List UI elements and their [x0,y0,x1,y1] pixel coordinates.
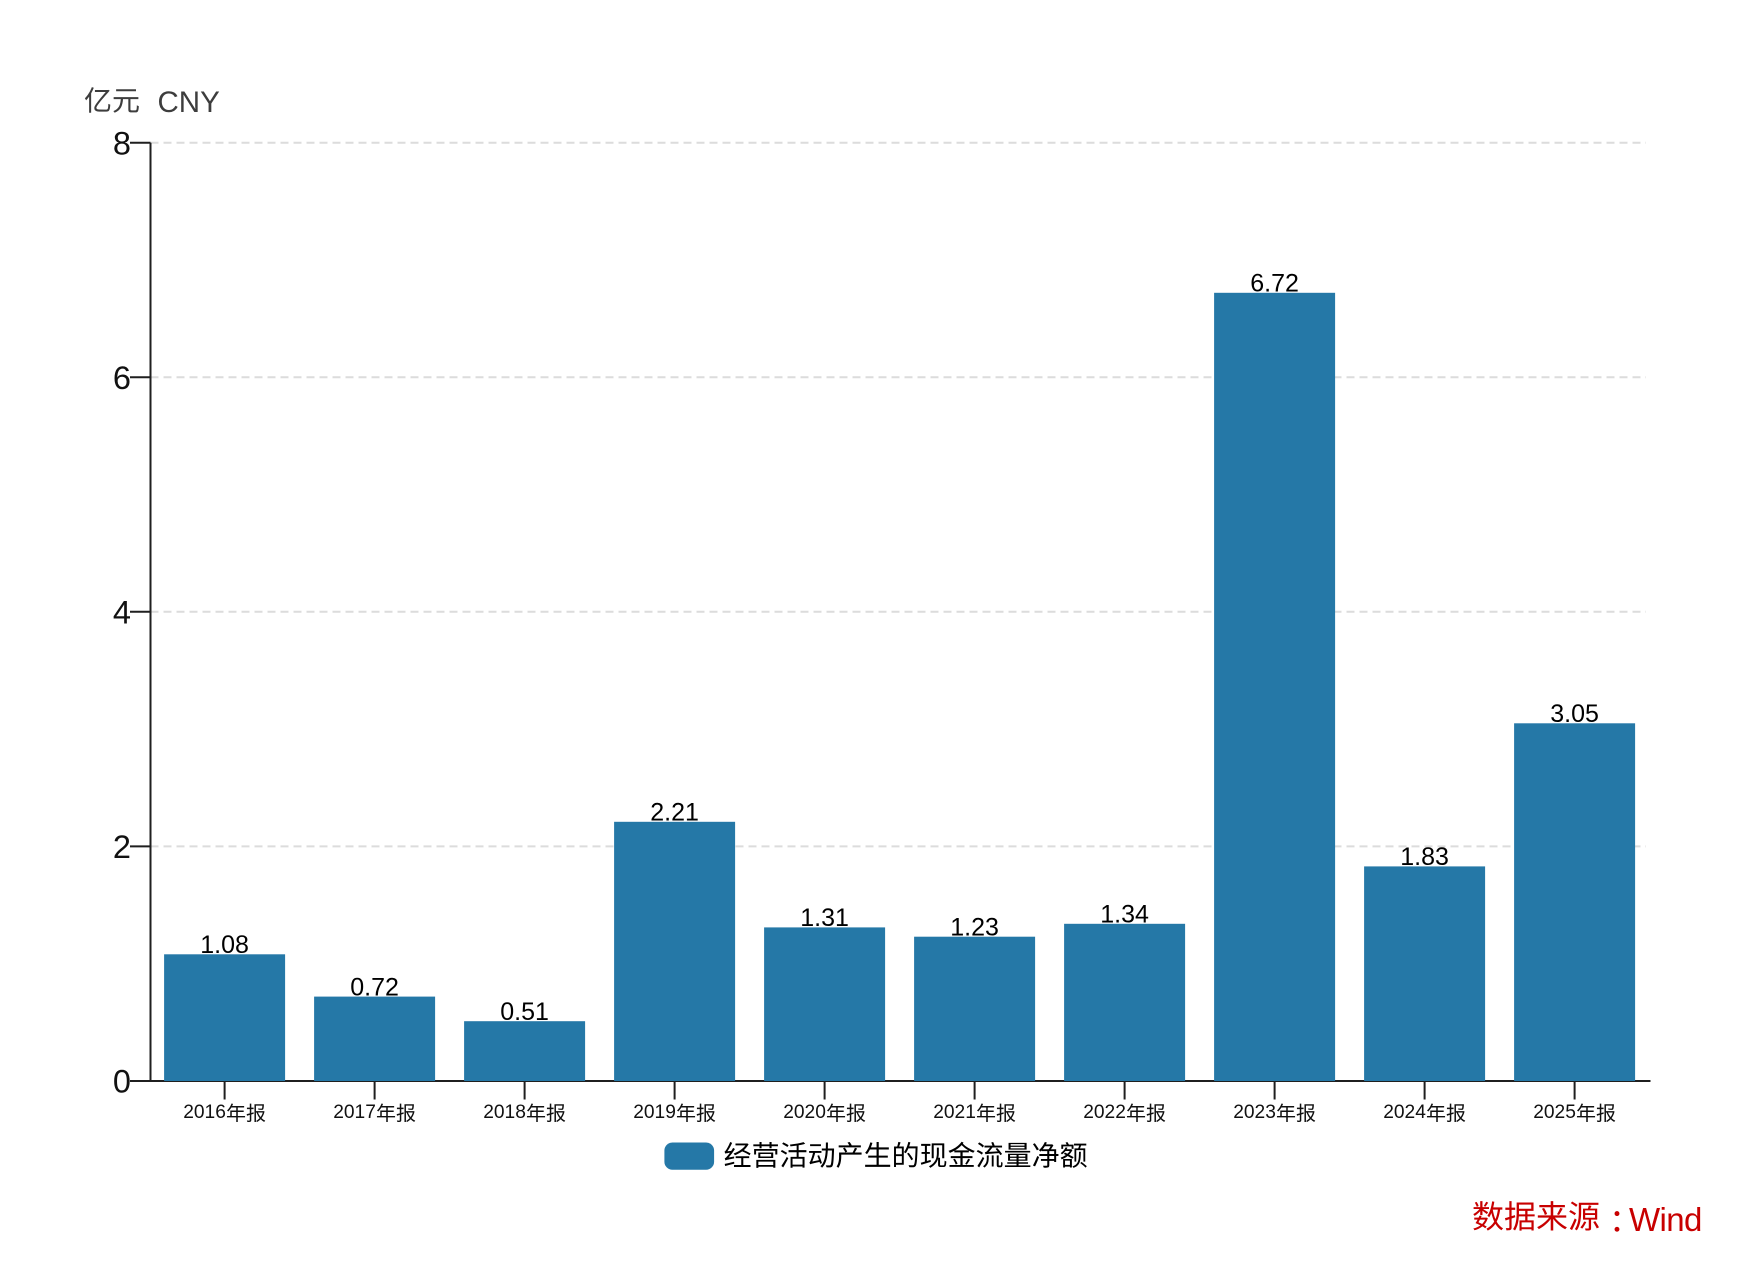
svg-text:2016: 2016 [183,1102,226,1123]
svg-text:2017: 2017 [333,1102,376,1123]
svg-text:1.08: 1.08 [200,931,249,959]
svg-text:8: 8 [113,125,131,161]
svg-text:2018: 2018 [483,1102,526,1123]
svg-text:4: 4 [113,594,131,630]
svg-text:6: 6 [113,360,131,396]
svg-text:2024: 2024 [1383,1102,1426,1123]
svg-text:1.34: 1.34 [1100,901,1149,929]
svg-text:1.31: 1.31 [800,904,849,932]
svg-text:0.72: 0.72 [350,973,399,1001]
svg-text:2021: 2021 [933,1102,976,1123]
svg-text:6.72: 6.72 [1250,270,1299,298]
svg-text:3.05: 3.05 [1550,700,1599,728]
svg-text:2025: 2025 [1533,1102,1576,1123]
svg-text:CNY: CNY [158,86,221,119]
svg-text:0: 0 [113,1064,131,1100]
svg-text:1.23: 1.23 [950,914,999,942]
svg-text:2: 2 [113,829,131,865]
svg-text:Wind: Wind [1629,1201,1702,1238]
svg-text:2.21: 2.21 [650,799,699,827]
svg-text:2023: 2023 [1233,1102,1276,1123]
svg-text:2022: 2022 [1083,1102,1126,1123]
svg-text:2020: 2020 [783,1102,826,1123]
svg-text:1.83: 1.83 [1400,843,1449,871]
svg-text:2019: 2019 [633,1102,676,1123]
svg-text:0.51: 0.51 [500,998,549,1026]
